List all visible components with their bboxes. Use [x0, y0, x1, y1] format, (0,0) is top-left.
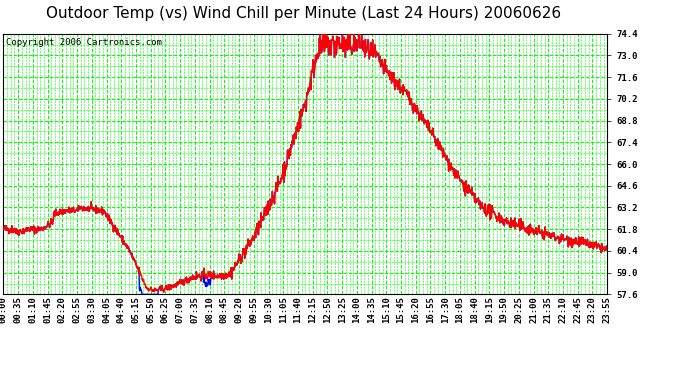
Text: 09:20: 09:20 [235, 296, 244, 323]
Text: 15:10: 15:10 [382, 296, 391, 323]
Text: 22:45: 22:45 [573, 296, 582, 323]
Text: 06:25: 06:25 [161, 296, 170, 323]
Text: 02:20: 02:20 [58, 296, 67, 323]
Text: 07:00: 07:00 [176, 296, 185, 323]
Text: 11:05: 11:05 [279, 296, 288, 323]
Text: 08:10: 08:10 [205, 296, 214, 323]
Text: 16:20: 16:20 [411, 296, 420, 323]
Text: 15:45: 15:45 [397, 296, 406, 323]
Text: 07:35: 07:35 [190, 296, 199, 323]
Text: 23:20: 23:20 [588, 296, 597, 323]
Text: 04:40: 04:40 [117, 296, 126, 323]
Text: 05:50: 05:50 [146, 296, 155, 323]
Text: 03:30: 03:30 [88, 296, 97, 323]
Text: 14:00: 14:00 [353, 296, 362, 323]
Text: 18:05: 18:05 [455, 296, 464, 323]
Text: 17:30: 17:30 [441, 296, 450, 323]
Text: 02:55: 02:55 [72, 296, 81, 323]
Text: 21:35: 21:35 [544, 296, 553, 323]
Text: 19:15: 19:15 [485, 296, 494, 323]
Text: 22:10: 22:10 [558, 296, 567, 323]
Text: 11:40: 11:40 [293, 296, 302, 323]
Text: 14:35: 14:35 [367, 296, 376, 323]
Text: 09:55: 09:55 [249, 296, 258, 323]
Text: 01:10: 01:10 [28, 296, 37, 323]
Text: 19:50: 19:50 [500, 296, 509, 323]
Text: 00:00: 00:00 [0, 296, 8, 323]
Text: 21:00: 21:00 [529, 296, 538, 323]
Text: 04:05: 04:05 [102, 296, 111, 323]
Text: Copyright 2006 Cartronics.com: Copyright 2006 Cartronics.com [6, 38, 162, 46]
Text: 10:30: 10:30 [264, 296, 273, 323]
Text: 08:45: 08:45 [220, 296, 229, 323]
Text: 13:25: 13:25 [337, 296, 346, 323]
Text: 12:15: 12:15 [308, 296, 317, 323]
Text: 23:55: 23:55 [602, 296, 612, 323]
Text: 05:15: 05:15 [132, 296, 141, 323]
Text: 18:40: 18:40 [470, 296, 479, 323]
Text: 12:50: 12:50 [323, 296, 332, 323]
Text: 01:45: 01:45 [43, 296, 52, 323]
Text: 16:55: 16:55 [426, 296, 435, 323]
Text: 20:25: 20:25 [514, 296, 523, 323]
Text: Outdoor Temp (vs) Wind Chill per Minute (Last 24 Hours) 20060626: Outdoor Temp (vs) Wind Chill per Minute … [46, 6, 561, 21]
Text: 00:35: 00:35 [14, 296, 23, 323]
